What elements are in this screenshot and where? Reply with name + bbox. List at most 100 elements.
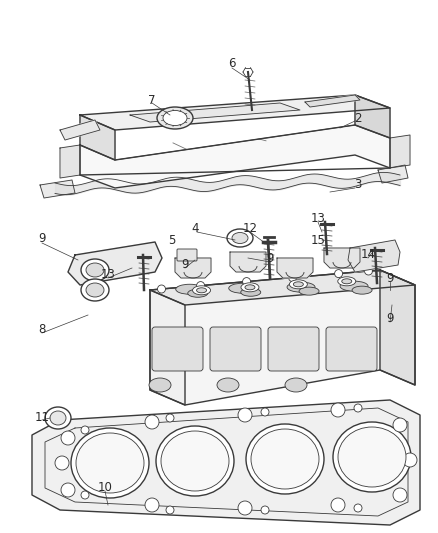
Circle shape	[237, 501, 251, 515]
Polygon shape	[80, 125, 389, 188]
Circle shape	[145, 415, 159, 429]
Ellipse shape	[196, 288, 206, 293]
Polygon shape	[347, 240, 399, 272]
Polygon shape	[80, 95, 389, 130]
Text: 13: 13	[100, 269, 115, 281]
Ellipse shape	[341, 279, 351, 284]
Polygon shape	[377, 165, 407, 183]
Polygon shape	[150, 270, 414, 405]
Polygon shape	[40, 180, 75, 198]
Ellipse shape	[157, 107, 193, 129]
Polygon shape	[389, 135, 409, 168]
Text: 12: 12	[242, 222, 257, 235]
Circle shape	[55, 456, 69, 470]
Circle shape	[261, 408, 268, 416]
Ellipse shape	[86, 283, 104, 297]
Polygon shape	[150, 290, 184, 405]
Polygon shape	[130, 103, 299, 122]
Ellipse shape	[337, 427, 405, 487]
Ellipse shape	[155, 426, 233, 496]
Text: 11: 11	[35, 411, 49, 424]
Ellipse shape	[76, 433, 144, 493]
Ellipse shape	[161, 431, 229, 491]
Ellipse shape	[332, 422, 410, 492]
Ellipse shape	[298, 287, 318, 295]
Ellipse shape	[231, 232, 247, 244]
Circle shape	[392, 488, 406, 502]
Circle shape	[364, 267, 372, 275]
Circle shape	[330, 498, 344, 512]
Ellipse shape	[71, 428, 148, 498]
Ellipse shape	[286, 282, 314, 292]
FancyBboxPatch shape	[325, 327, 376, 371]
Polygon shape	[68, 242, 162, 285]
Polygon shape	[304, 95, 359, 107]
Ellipse shape	[240, 283, 258, 292]
Ellipse shape	[175, 284, 203, 294]
Ellipse shape	[289, 280, 307, 289]
Ellipse shape	[226, 229, 252, 247]
Ellipse shape	[81, 259, 109, 281]
Polygon shape	[60, 145, 80, 178]
Circle shape	[242, 278, 250, 286]
Circle shape	[261, 506, 268, 514]
Ellipse shape	[81, 279, 109, 301]
Ellipse shape	[162, 110, 187, 125]
Circle shape	[81, 426, 89, 434]
Text: 9: 9	[265, 252, 273, 264]
Text: 3: 3	[353, 179, 361, 191]
Text: 9: 9	[385, 311, 393, 325]
Circle shape	[237, 408, 251, 422]
Ellipse shape	[244, 285, 254, 290]
Circle shape	[61, 483, 75, 497]
Ellipse shape	[351, 286, 371, 294]
Polygon shape	[150, 270, 414, 305]
Text: 4: 4	[191, 222, 198, 235]
Circle shape	[81, 491, 89, 499]
Text: 13: 13	[310, 212, 325, 224]
Text: 9: 9	[385, 271, 393, 285]
Polygon shape	[379, 270, 414, 385]
Circle shape	[353, 504, 361, 512]
Ellipse shape	[339, 281, 367, 291]
Ellipse shape	[216, 378, 238, 392]
Text: 2: 2	[353, 111, 361, 125]
Circle shape	[353, 404, 361, 412]
Ellipse shape	[228, 283, 256, 293]
Ellipse shape	[192, 286, 210, 295]
Ellipse shape	[245, 424, 323, 494]
Polygon shape	[32, 400, 419, 525]
Text: 8: 8	[38, 324, 46, 336]
Polygon shape	[354, 95, 389, 138]
Text: 9: 9	[181, 259, 188, 271]
Polygon shape	[276, 258, 312, 278]
Circle shape	[157, 285, 165, 293]
Ellipse shape	[337, 277, 355, 286]
Ellipse shape	[187, 289, 207, 297]
Circle shape	[402, 453, 416, 467]
Circle shape	[334, 270, 342, 278]
Circle shape	[330, 403, 344, 417]
Ellipse shape	[293, 282, 303, 287]
Circle shape	[196, 281, 204, 289]
Text: 10: 10	[97, 481, 112, 495]
Polygon shape	[80, 115, 115, 160]
Circle shape	[61, 431, 75, 445]
Polygon shape	[175, 258, 211, 278]
Polygon shape	[60, 120, 100, 140]
Text: 5: 5	[168, 233, 175, 246]
FancyBboxPatch shape	[267, 327, 318, 371]
Polygon shape	[230, 252, 265, 272]
FancyBboxPatch shape	[177, 249, 197, 261]
Polygon shape	[323, 248, 359, 268]
Text: 9: 9	[38, 231, 46, 245]
Circle shape	[288, 273, 296, 281]
Ellipse shape	[284, 378, 306, 392]
Ellipse shape	[251, 429, 318, 489]
Ellipse shape	[148, 378, 171, 392]
Ellipse shape	[86, 263, 104, 277]
FancyBboxPatch shape	[152, 327, 202, 371]
Circle shape	[145, 498, 159, 512]
FancyBboxPatch shape	[209, 327, 261, 371]
Ellipse shape	[45, 407, 71, 429]
